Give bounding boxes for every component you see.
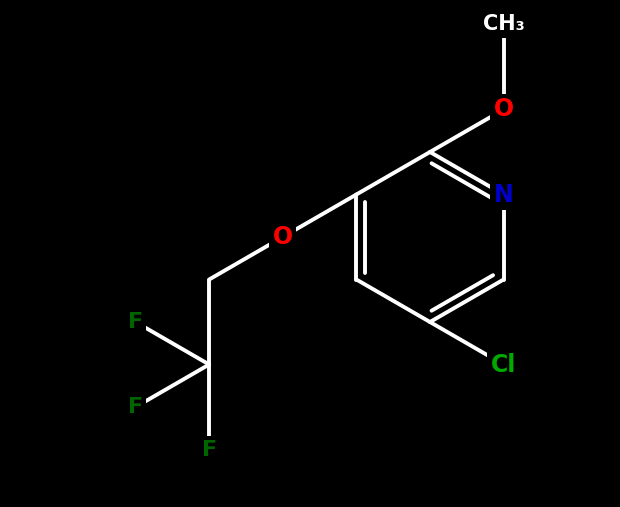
Text: F: F — [128, 397, 143, 417]
Text: Cl: Cl — [491, 352, 516, 377]
Text: CH₃: CH₃ — [483, 15, 525, 34]
Text: F: F — [128, 312, 143, 332]
Text: F: F — [202, 440, 217, 459]
Text: N: N — [494, 183, 513, 206]
Text: O: O — [273, 225, 293, 249]
Text: O: O — [494, 97, 514, 122]
